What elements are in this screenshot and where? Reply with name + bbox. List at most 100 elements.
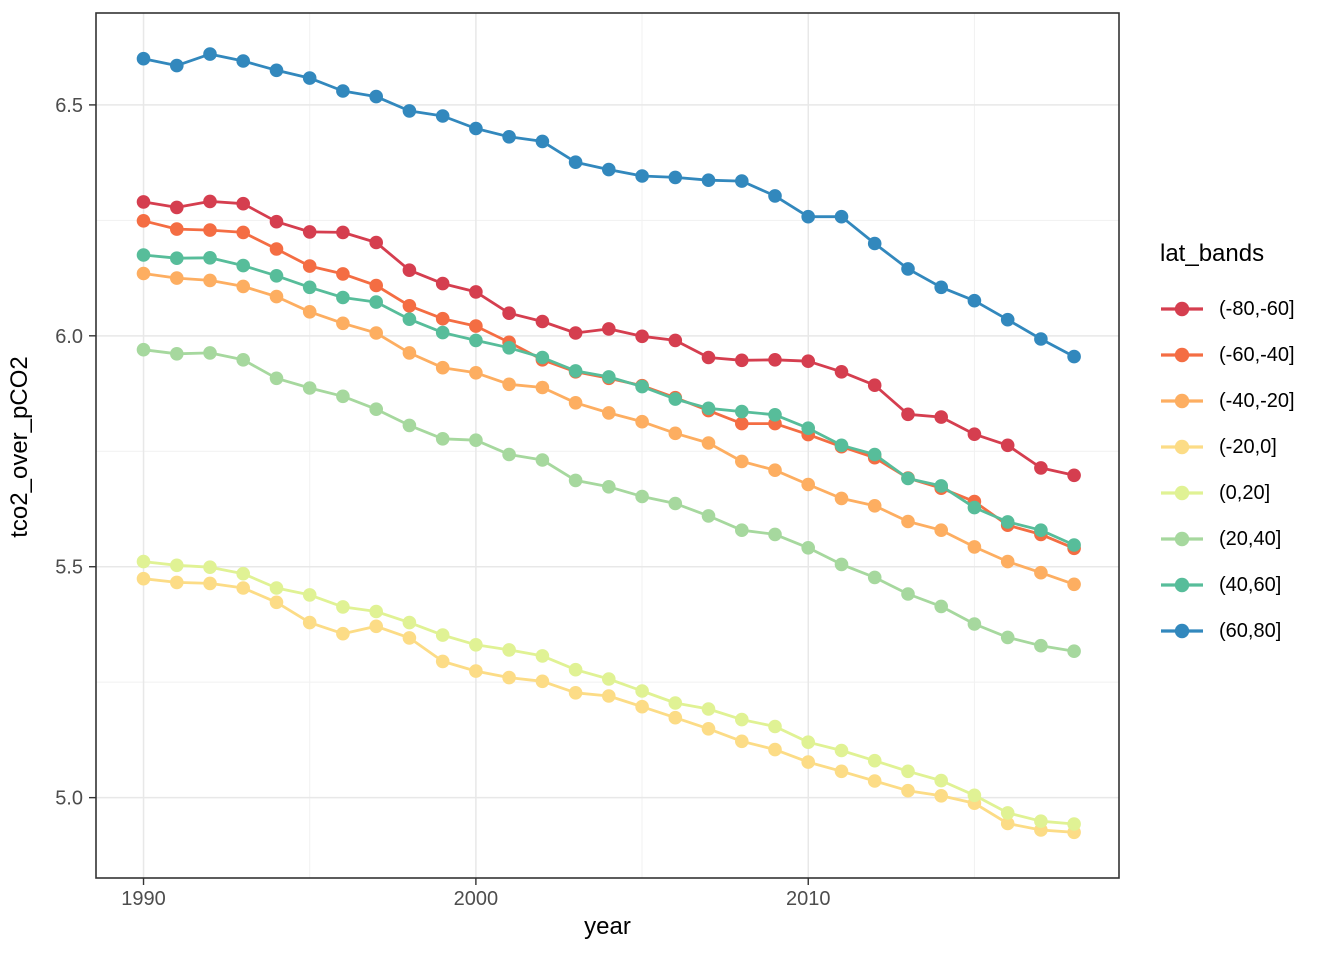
data-point (302, 71, 317, 85)
data-point (535, 134, 550, 149)
data-point (635, 489, 649, 504)
data-point (602, 672, 616, 686)
data-point (1067, 538, 1081, 552)
data-point (735, 416, 749, 431)
data-point (136, 214, 151, 228)
data-point (302, 381, 317, 395)
data-point (768, 527, 782, 542)
data-point (735, 174, 749, 188)
data-point (867, 499, 882, 513)
data-point (668, 392, 683, 406)
data-point (602, 689, 616, 703)
data-point (170, 200, 184, 215)
legend-key-glyph (1161, 439, 1203, 455)
data-point (867, 378, 882, 393)
data-point (469, 333, 483, 348)
data-point (336, 626, 350, 641)
data-point (203, 576, 217, 591)
data-point (768, 408, 782, 422)
series-(60,80] (136, 47, 1081, 364)
data-point (934, 789, 948, 803)
data-point (402, 104, 417, 118)
data-point (568, 396, 583, 410)
data-point (1000, 515, 1015, 529)
data-point (269, 289, 284, 304)
data-point (435, 360, 450, 375)
data-point (668, 496, 683, 511)
data-point (635, 414, 649, 429)
data-point (435, 432, 450, 446)
data-point (402, 346, 417, 360)
legend-item: (-60,-40] (1160, 332, 1344, 378)
data-point (568, 155, 583, 169)
data-point (934, 523, 948, 537)
x-tick-label: 1990 (121, 888, 166, 910)
data-point (934, 773, 948, 788)
data-point (535, 453, 550, 467)
data-point (768, 189, 782, 203)
legend-item-label: (0,20] (1219, 481, 1271, 504)
data-point (568, 473, 583, 488)
data-point (867, 570, 882, 585)
axis-ticks (89, 104, 809, 885)
data-point (635, 169, 649, 183)
x-tick-label: 2010 (786, 888, 831, 910)
data-point (1034, 461, 1048, 475)
legend-item: (60,80] (1160, 608, 1344, 654)
legend-key-glyph (1161, 393, 1203, 409)
legend-item: (40,60] (1160, 562, 1344, 608)
data-point (668, 696, 683, 710)
legend-item-label: (40,60] (1219, 573, 1282, 596)
data-point (701, 509, 716, 523)
data-point (568, 326, 583, 340)
data-point (136, 195, 151, 209)
data-point (136, 266, 151, 281)
data-point (170, 58, 184, 73)
legend-key-glyph (1161, 577, 1203, 593)
data-point (369, 278, 384, 293)
data-point (1034, 523, 1048, 537)
data-point (602, 322, 616, 336)
data-point (801, 477, 815, 492)
series-(-80,-60] (136, 194, 1081, 483)
data-point (469, 285, 483, 299)
data-point (435, 628, 450, 642)
legend-item-label: (20,40] (1219, 527, 1282, 550)
data-point (402, 615, 417, 630)
data-point (269, 371, 284, 386)
data-point (1034, 565, 1048, 580)
data-point (735, 454, 749, 469)
data-point (236, 54, 250, 68)
legend-item: (-20,0] (1160, 424, 1344, 470)
data-point (269, 242, 284, 256)
data-point (369, 402, 384, 417)
data-point (369, 326, 384, 340)
data-point (336, 290, 350, 305)
data-point (635, 379, 649, 394)
legend-key-glyph (1161, 531, 1203, 547)
data-point (302, 225, 317, 239)
data-point (236, 581, 250, 595)
data-point (203, 346, 217, 360)
legend-item-label: (-80,-60] (1219, 297, 1295, 320)
data-point (502, 306, 516, 321)
data-point (402, 299, 417, 313)
legend-item: (20,40] (1160, 516, 1344, 562)
data-point (801, 755, 815, 769)
x-axis-title: year (584, 913, 631, 940)
data-point (369, 295, 384, 309)
data-point (502, 377, 516, 392)
data-point (336, 225, 350, 240)
data-point (1067, 349, 1081, 364)
data-point (535, 314, 550, 329)
data-point (1000, 438, 1015, 453)
data-point (901, 587, 915, 601)
data-point (801, 209, 815, 224)
data-point (269, 269, 284, 283)
data-point (867, 753, 882, 768)
data-point (735, 734, 749, 749)
data-point (302, 615, 317, 630)
data-point (336, 600, 350, 614)
data-point (1000, 816, 1015, 831)
data-point (967, 427, 982, 442)
